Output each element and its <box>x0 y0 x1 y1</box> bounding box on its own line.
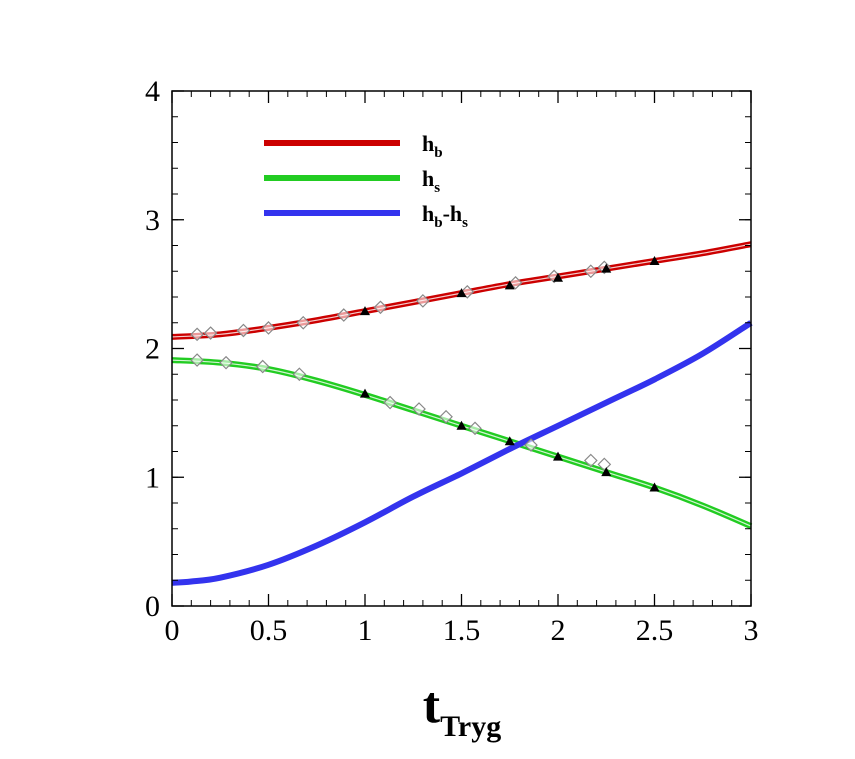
diamond-marker <box>583 264 598 279</box>
x-tick-label: 2.5 <box>636 614 674 647</box>
x-tick-label: 1.5 <box>443 614 481 647</box>
triangle-marker <box>601 263 612 273</box>
y-tick-label: 0 <box>145 590 160 623</box>
legend-name-suffix: -h <box>443 201 463 226</box>
triangle-marker <box>649 482 660 492</box>
series-line-2 <box>171 320 753 586</box>
diamond-marker <box>236 323 251 338</box>
diamond-marker <box>508 275 523 290</box>
y-tick-label: 4 <box>145 75 160 108</box>
x-tick-label: 0 <box>165 614 180 647</box>
diamond-marker <box>373 300 388 315</box>
legend-name: h <box>422 201 434 226</box>
diamond-marker <box>383 395 397 410</box>
axis-ticks: 0 0.5 1 1.5 2 2.5 3 0 1 2 3 4 <box>145 75 759 647</box>
diamond-marker <box>203 326 218 340</box>
legend-name-subscript: b <box>434 145 442 161</box>
triangle-marker <box>601 467 612 477</box>
triangle-marker <box>504 280 515 290</box>
diamond-marker <box>468 421 482 436</box>
legend-name: h <box>422 166 434 191</box>
legend-name-subscript: b <box>434 215 442 231</box>
x-tick-label: 0.5 <box>250 614 288 647</box>
triangle-marker <box>456 288 467 298</box>
diamond-marker <box>416 294 430 308</box>
diamond-marker <box>292 367 307 382</box>
diamond-marker <box>524 438 538 452</box>
legend-name: h <box>422 131 434 156</box>
diamond-marker <box>219 355 233 370</box>
diamond-marker <box>336 308 351 322</box>
diamond-marker <box>190 353 204 367</box>
x-tick-label: 2 <box>551 614 566 647</box>
x-axis-title-subscript: Tryg <box>440 710 501 743</box>
x-tick-label: 3 <box>744 614 759 647</box>
y-tick-label: 1 <box>145 461 160 494</box>
y-tick-label: 3 <box>145 204 160 237</box>
triangle-marker <box>504 436 515 446</box>
x-tick-label: 1 <box>358 614 373 647</box>
x-axis-title: tTryg <box>423 677 501 743</box>
diamond-marker <box>439 409 453 424</box>
triangle-marker <box>649 255 660 265</box>
plot-area <box>171 90 753 607</box>
triangle-marker <box>360 388 370 398</box>
triangle-marker <box>553 272 563 282</box>
diamond-marker <box>261 321 276 335</box>
plot-frame <box>171 90 752 607</box>
diamond-marker <box>412 402 426 416</box>
diamond-marker <box>597 457 612 472</box>
legend-name-suffix-subscript: s <box>462 215 468 231</box>
legend-label-2: hb-hs <box>422 201 468 231</box>
triangle-marker <box>553 451 563 461</box>
diamond-marker <box>296 315 311 330</box>
legend-label-1: hs <box>422 166 440 196</box>
diamond-marker <box>190 327 204 342</box>
legend-name-subscript: s <box>434 180 440 196</box>
series-line-highlight-1 <box>171 359 752 527</box>
y-tick-label: 2 <box>145 333 160 366</box>
diamond-marker <box>255 359 270 374</box>
legend-label-0: hb <box>422 131 443 161</box>
diamond-marker <box>583 453 598 468</box>
triangle-marker <box>456 420 467 430</box>
triangle-marker <box>360 306 370 316</box>
x-axis-title-main: t <box>423 677 441 734</box>
series-line-1 <box>171 357 753 529</box>
